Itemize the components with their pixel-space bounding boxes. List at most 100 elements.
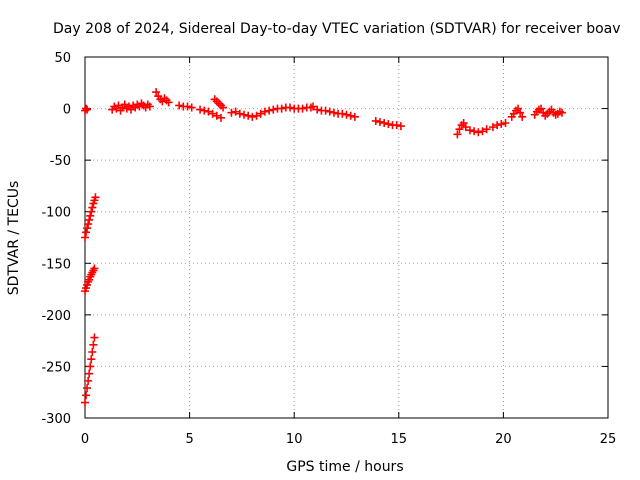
data-point: [204, 107, 213, 116]
data-point: [350, 112, 359, 121]
data-point: [82, 104, 91, 113]
data-point: [313, 105, 322, 114]
data-point: [321, 106, 330, 115]
data-point: [252, 111, 261, 120]
x-tick-label: 20: [495, 432, 512, 447]
y-tick-label: -50: [50, 154, 71, 169]
data-point: [384, 120, 393, 129]
data-point: [83, 105, 92, 114]
data-point: [244, 111, 253, 120]
data-point: [459, 119, 468, 128]
data-point: [83, 384, 92, 393]
data-point: [557, 108, 566, 117]
data-point: [86, 362, 95, 371]
data-point: [164, 98, 173, 107]
data-point: [482, 125, 491, 134]
data-point: [455, 125, 464, 134]
data-point: [342, 110, 351, 119]
data-point: [88, 347, 97, 356]
data-point: [269, 105, 278, 114]
data-point: [82, 391, 91, 400]
data-point: [493, 121, 502, 130]
data-point: [235, 109, 244, 118]
x-tick-label: 15: [391, 432, 408, 447]
data-point: [248, 112, 257, 121]
data-point: [183, 102, 192, 111]
data-point: [474, 128, 483, 137]
data-point: [501, 119, 510, 128]
y-tick-label: 50: [54, 51, 71, 66]
x-tick-label: 0: [81, 432, 89, 447]
data-point: [375, 117, 384, 126]
data-point: [514, 104, 523, 113]
y-tick-label: -300: [41, 412, 71, 427]
data-point: [219, 103, 228, 112]
data-point: [329, 108, 338, 117]
data-point: [298, 104, 307, 113]
data-point: [145, 102, 154, 111]
grid-lines: [85, 57, 608, 418]
data-point: [346, 111, 355, 120]
data-point: [152, 88, 161, 97]
data-point: [497, 120, 506, 129]
data-point: [127, 105, 136, 114]
data-point: [516, 108, 525, 117]
data-point: [81, 398, 89, 407]
data-point: [465, 126, 474, 135]
x-axis-label: GPS time / hours: [286, 459, 403, 475]
data-point: [81, 233, 89, 242]
data-point: [338, 109, 347, 118]
axis-ticks: 0 5 10 15 20 25 50 0 -50 -100 -150 -200 -250 -300: [41, 51, 616, 447]
x-tick-label: 5: [185, 432, 193, 447]
data-point: [87, 207, 96, 216]
data-point: [114, 101, 123, 110]
data-point: [256, 109, 265, 118]
data-point: [396, 122, 405, 131]
data-point: [461, 123, 470, 132]
data-point: [392, 121, 401, 130]
y-tick-label: -100: [41, 206, 71, 221]
data-point: [82, 228, 91, 237]
y-axis-label: SDTVAR / TECUs: [6, 181, 22, 296]
data-point: [478, 127, 487, 136]
data-point: [371, 116, 380, 125]
data-point: [260, 107, 269, 116]
data-point: [85, 215, 94, 224]
data-point: [208, 109, 217, 118]
data-point: [231, 107, 240, 116]
data-point: [175, 101, 184, 110]
data-point: [380, 119, 389, 128]
data-point: [227, 108, 236, 117]
data-point: [453, 130, 462, 139]
data-point: [85, 369, 94, 378]
y-tick-label: 0: [63, 103, 71, 118]
data-point: [518, 112, 527, 121]
data-point: [88, 203, 97, 212]
y-tick-label: -250: [41, 360, 71, 375]
data-point: [89, 340, 98, 349]
data-point: [470, 127, 479, 136]
data-point: [84, 220, 93, 229]
data-point: [86, 211, 95, 220]
data-point: [309, 102, 318, 111]
data-point: [120, 100, 129, 109]
x-tick-label: 10: [286, 432, 303, 447]
data-point: [216, 113, 225, 122]
data-point: [286, 103, 295, 112]
y-tick-label: -200: [41, 309, 71, 324]
data-point: [239, 110, 248, 119]
data-point: [187, 103, 196, 112]
data-point: [87, 355, 96, 364]
data-point: [91, 193, 100, 202]
y-tick-label: -150: [41, 257, 71, 272]
data-point: [265, 106, 274, 115]
data-point: [90, 333, 99, 342]
data-point: [277, 104, 286, 113]
data-point: [325, 107, 334, 116]
data-point: [196, 105, 205, 114]
data-point: [90, 264, 99, 273]
data-marks: [81, 88, 566, 407]
data-point: [488, 123, 497, 132]
data-point: [84, 376, 93, 385]
